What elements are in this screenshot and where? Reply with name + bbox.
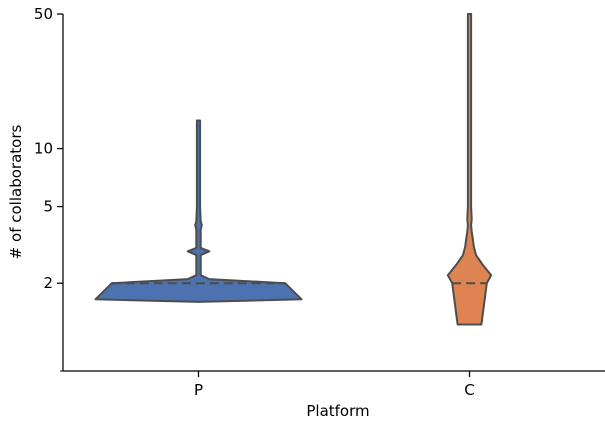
violin-C (446, 13, 493, 326)
y-ticks: 2 5 10 50 (34, 5, 63, 372)
x-tick-label: C (464, 381, 474, 399)
y-axis-label: # of collaborators (7, 125, 25, 260)
y-tick-label: 5 (43, 198, 53, 216)
violin-P (94, 119, 303, 303)
y-tick-label: 2 (43, 274, 53, 292)
y-tick-label: 50 (34, 5, 53, 23)
y-tick-label: 10 (34, 140, 53, 158)
x-axis-label: Platform (306, 402, 369, 420)
axes-layer (62, 14, 605, 372)
violins-layer (94, 13, 493, 326)
x-tick-label: P (194, 381, 203, 399)
